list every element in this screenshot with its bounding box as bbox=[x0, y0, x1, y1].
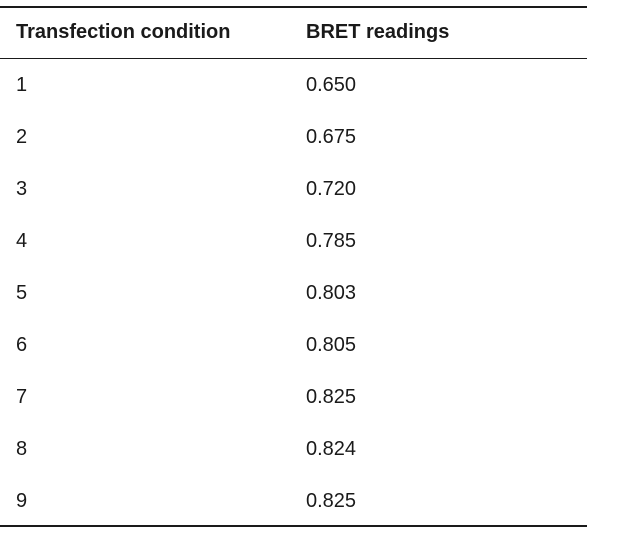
condition-cell: 5 bbox=[16, 282, 28, 304]
condition-cell: 2 bbox=[16, 126, 28, 148]
bret-cell: 0.675 bbox=[306, 126, 357, 148]
table-row: 6 0.805 bbox=[0, 319, 587, 371]
condition-cell: 1 bbox=[16, 74, 28, 96]
bret-cell: 0.650 bbox=[306, 74, 357, 96]
bret-cell: 0.720 bbox=[306, 178, 357, 200]
condition-cell: 6 bbox=[16, 334, 28, 356]
bret-cell: 0.785 bbox=[306, 230, 357, 252]
table-header-row: Transfection condition BRET readings bbox=[0, 0, 587, 58]
table-bottom-rule bbox=[0, 525, 587, 527]
table-row: 4 0.785 bbox=[0, 215, 587, 267]
table-top-rule bbox=[0, 6, 587, 8]
table-row: 3 0.720 bbox=[0, 163, 587, 215]
table-row: 7 0.825 bbox=[0, 371, 587, 423]
condition-cell: 4 bbox=[16, 230, 28, 252]
table-body: 1 0.650 2 0.675 3 0.720 4 0.785 5 0.803 … bbox=[0, 59, 587, 527]
condition-cell: 9 bbox=[16, 490, 28, 512]
table-row: 1 0.650 bbox=[0, 59, 587, 111]
table-row: 8 0.824 bbox=[0, 423, 587, 475]
bret-cell: 0.825 bbox=[306, 490, 357, 512]
table-row: 2 0.675 bbox=[0, 111, 587, 163]
condition-cell: 8 bbox=[16, 438, 28, 460]
bret-cell: 0.803 bbox=[306, 282, 357, 304]
header-transfection-condition: Transfection condition bbox=[16, 21, 231, 43]
header-bret-readings: BRET readings bbox=[306, 21, 450, 43]
table-header-rule bbox=[0, 58, 587, 59]
table-row: 5 0.803 bbox=[0, 267, 587, 319]
bret-cell: 0.805 bbox=[306, 334, 357, 356]
bret-cell: 0.825 bbox=[306, 386, 357, 408]
bret-cell: 0.824 bbox=[306, 438, 357, 460]
table-row: 9 0.825 bbox=[0, 475, 587, 527]
condition-cell: 7 bbox=[16, 386, 28, 408]
condition-cell: 3 bbox=[16, 178, 28, 200]
